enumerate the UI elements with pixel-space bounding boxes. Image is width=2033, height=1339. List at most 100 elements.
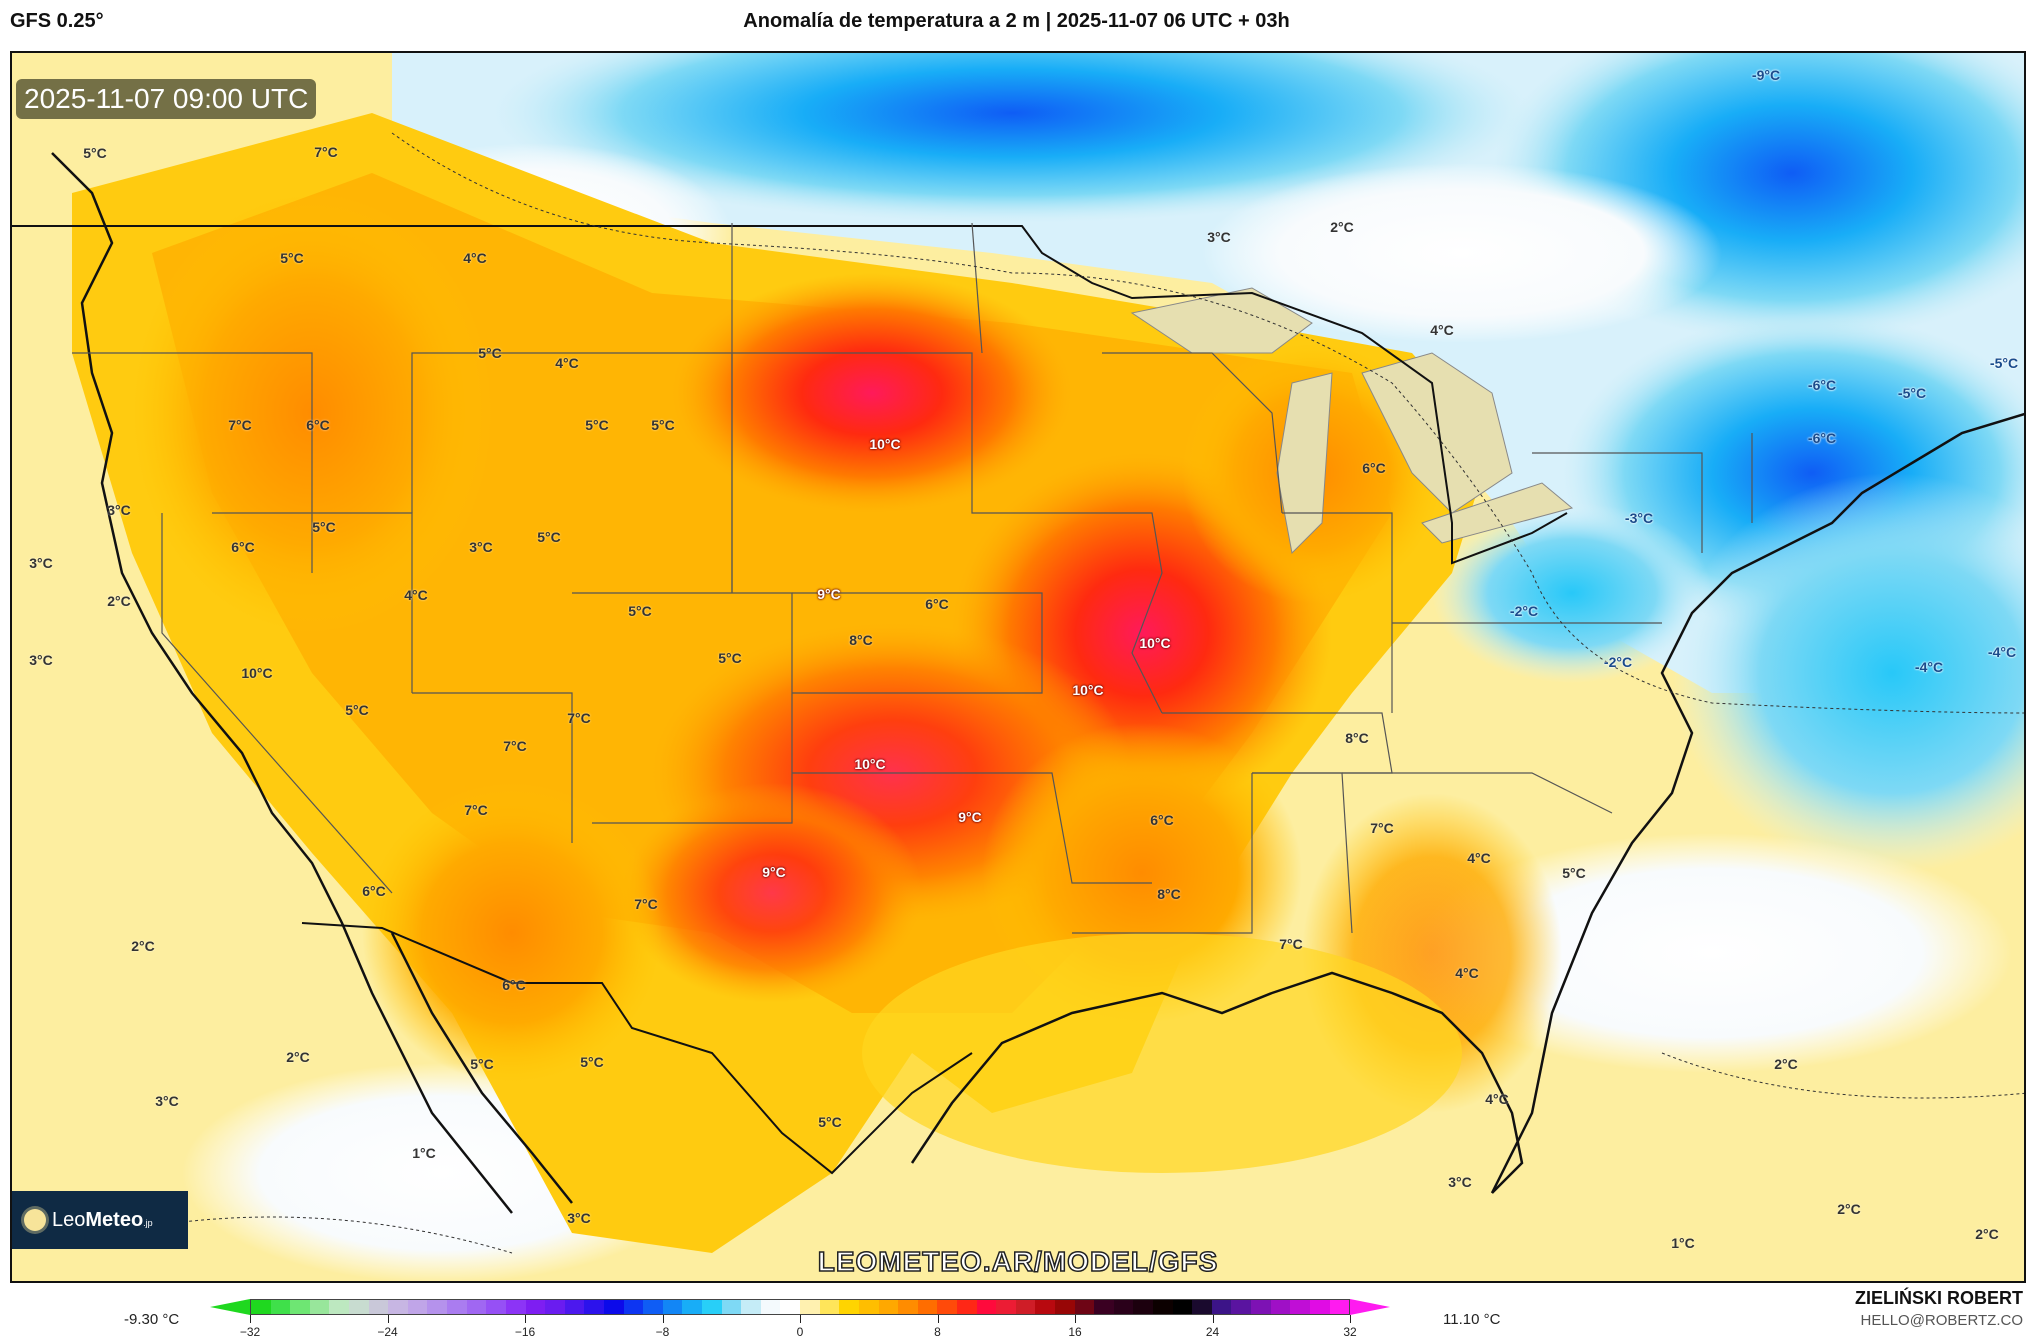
contour-label: -9°C bbox=[1751, 67, 1781, 83]
contour-label: 5°C bbox=[651, 417, 675, 433]
contour-label: 7°C bbox=[464, 802, 488, 818]
map-field bbox=[12, 53, 2024, 1281]
contour-label: 5°C bbox=[580, 1054, 604, 1070]
contour-label: 7°C bbox=[228, 417, 252, 433]
colorbar-swatch bbox=[1113, 1300, 1134, 1314]
colorbar-swatch bbox=[917, 1300, 938, 1314]
colorbar-tick bbox=[1350, 1315, 1351, 1323]
colorbar-swatch bbox=[349, 1300, 369, 1314]
colorbar-tick-label: 16 bbox=[1068, 1325, 1082, 1339]
colorbar-swatch bbox=[741, 1300, 761, 1314]
colorbar-swatch bbox=[1231, 1300, 1252, 1314]
colorbar-swatch bbox=[721, 1300, 742, 1314]
contour-label: 4°C bbox=[1455, 965, 1479, 981]
colorbar-swatch bbox=[623, 1300, 644, 1314]
colorbar-swatch bbox=[976, 1300, 997, 1314]
colorbar-swatch bbox=[702, 1300, 722, 1314]
model-label: GFS 0.25° bbox=[10, 10, 104, 32]
colorbar-tick bbox=[1212, 1315, 1214, 1323]
colorbar-swatch bbox=[1074, 1300, 1095, 1314]
contour-label: 3°C bbox=[29, 555, 53, 571]
colorbar-swatch bbox=[486, 1300, 506, 1314]
contour-label: 9°C bbox=[958, 809, 982, 825]
contour-label: 1°C bbox=[1671, 1235, 1695, 1251]
leometeo-logo: LeoMeteo.jp bbox=[12, 1191, 188, 1249]
contour-label: 2°C bbox=[286, 1049, 310, 1065]
colorbar-swatch bbox=[1290, 1300, 1310, 1314]
contour-label: 6°C bbox=[925, 596, 949, 612]
colorbar-swatch bbox=[1211, 1300, 1232, 1314]
contour-label: 8°C bbox=[849, 632, 873, 648]
contour-label: 4°C bbox=[1485, 1091, 1509, 1107]
colorbar-swatch bbox=[290, 1300, 310, 1314]
colorbar-swatch bbox=[1251, 1300, 1271, 1314]
contour-label: 3°C bbox=[469, 539, 493, 555]
contour-label: 5°C bbox=[1562, 865, 1586, 881]
logo-text: LeoMeteo.jp bbox=[52, 1208, 153, 1231]
contour-label: 3°C bbox=[567, 1210, 591, 1226]
colorbar-swatch bbox=[584, 1300, 604, 1314]
contour-label: -6°C bbox=[1807, 377, 1837, 393]
contour-label: 4°C bbox=[1430, 322, 1454, 338]
sun-icon bbox=[24, 1209, 46, 1231]
contour-label: -4°C bbox=[1914, 659, 1944, 675]
colorbar-swatch bbox=[800, 1300, 820, 1314]
colorbar-min-label: -9.30 °C bbox=[124, 1311, 180, 1328]
author-email: HELLO@ROBERTZ.CO bbox=[1860, 1312, 2023, 1329]
contour-label: 10°C bbox=[854, 756, 886, 772]
colorbar-tick-label: 0 bbox=[796, 1325, 804, 1339]
contour-label: 6°C bbox=[1150, 812, 1174, 828]
contour-label: 2°C bbox=[1774, 1056, 1798, 1072]
contour-label: 4°C bbox=[555, 355, 579, 371]
colorbar-tick bbox=[662, 1315, 664, 1323]
colorbar-swatch bbox=[956, 1300, 977, 1314]
contour-label: 3°C bbox=[1448, 1174, 1472, 1190]
colorbar-swatch bbox=[1035, 1300, 1055, 1314]
contour-label: 5°C bbox=[818, 1114, 842, 1130]
colorbar-swatch bbox=[996, 1300, 1016, 1314]
contour-label: 8°C bbox=[1345, 730, 1369, 746]
colorbar-swatch bbox=[270, 1300, 291, 1314]
contour-label: 5°C bbox=[280, 250, 304, 266]
contour-label: 9°C bbox=[762, 864, 786, 880]
contour-label: 4°C bbox=[404, 587, 428, 603]
colorbar-tick-label: 32 bbox=[1343, 1325, 1357, 1339]
colorbar-swatch bbox=[505, 1300, 526, 1314]
colorbar-gradient bbox=[250, 1299, 1350, 1315]
contour-label: 2°C bbox=[1837, 1201, 1861, 1217]
colorbar-swatch bbox=[1133, 1300, 1154, 1314]
colorbar-tick bbox=[250, 1315, 251, 1323]
contour-label: 2°C bbox=[1330, 219, 1354, 235]
contour-label: 6°C bbox=[1362, 460, 1386, 476]
anomaly-map: 2025-11-07 09:00 UTC 5°C 7°C 5°C 4°C 5°C 4°C 7… bbox=[10, 51, 2026, 1283]
colorbar-swatch bbox=[1094, 1300, 1114, 1314]
contour-label: 4°C bbox=[1467, 850, 1491, 866]
contour-label: -4°C bbox=[1987, 644, 2017, 660]
contour-label: 5°C bbox=[83, 145, 107, 161]
contour-label: 10°C bbox=[869, 436, 901, 452]
contour-label: -5°C bbox=[1897, 385, 1927, 401]
colorbar-swatch bbox=[1270, 1300, 1291, 1314]
contour-label: 5°C bbox=[718, 650, 742, 666]
colorbar-swatch bbox=[545, 1300, 565, 1314]
contour-label: 5°C bbox=[345, 702, 369, 718]
contour-label: -2°C bbox=[1603, 654, 1633, 670]
contour-label: 6°C bbox=[362, 883, 386, 899]
contour-label: 10°C bbox=[1072, 682, 1104, 698]
colorbar-tick-label: −24 bbox=[377, 1325, 398, 1339]
contour-label: 5°C bbox=[585, 417, 609, 433]
contour-label: 7°C bbox=[503, 738, 527, 754]
colorbar-max-arrow bbox=[1350, 1299, 1390, 1315]
colorbar-swatch bbox=[329, 1300, 350, 1314]
colorbar-swatch bbox=[1192, 1300, 1212, 1314]
colorbar-swatch bbox=[388, 1300, 408, 1314]
colorbar-tick-label: 24 bbox=[1205, 1325, 1220, 1339]
colorbar-tick bbox=[800, 1315, 801, 1323]
colorbar-tick-label: 8 bbox=[934, 1325, 941, 1339]
valid-time-badge: 2025-11-07 09:00 UTC bbox=[16, 79, 317, 119]
contour-label: 3°C bbox=[1207, 229, 1231, 245]
colorbar-swatch bbox=[309, 1300, 330, 1314]
colorbar-swatch bbox=[1172, 1300, 1193, 1314]
contour-label: 2°C bbox=[131, 938, 155, 954]
contour-label: 1°C bbox=[412, 1145, 436, 1161]
